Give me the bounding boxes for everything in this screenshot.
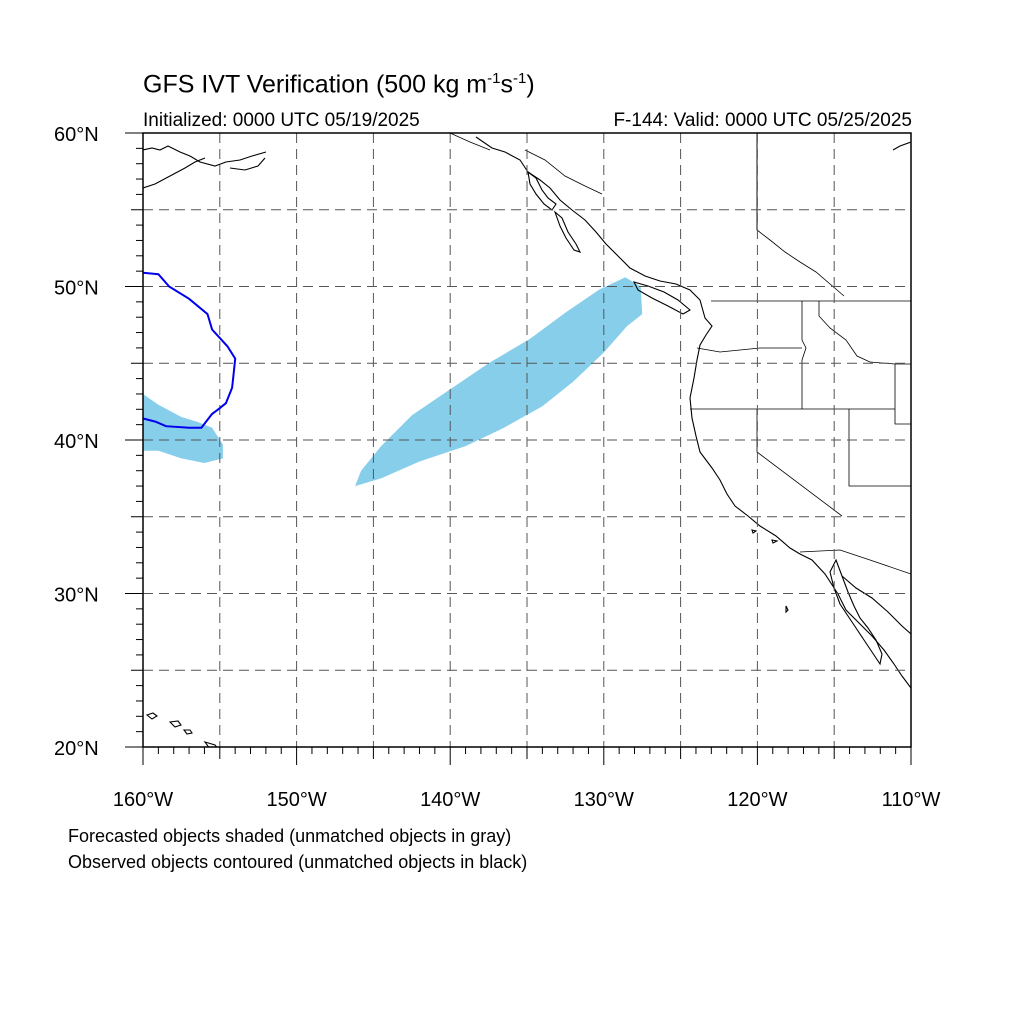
observed-contour-west [143, 271, 237, 429]
state-borders [690, 133, 911, 575]
lat-tick-label: 60°N [54, 124, 99, 146]
lon-tick-label: 150°W [266, 789, 326, 811]
forecast-object-west-pacific [143, 394, 223, 463]
haida-gwaii [553, 210, 582, 253]
valid-time: F-144: Valid: 0000 UTC 05/25/2025 [613, 110, 912, 131]
lon-tick-label: 130°W [574, 789, 634, 811]
lon-tick-label: 140°W [420, 789, 480, 811]
forecast-object-east-pacific [355, 277, 643, 487]
baja-california [829, 558, 883, 666]
legend-forecast-note: Forecasted objects shaded (unmatched obj… [68, 826, 512, 846]
legend-observed-note: Observed objects contoured (unmatched ob… [68, 852, 528, 872]
lon-tick-label: 110°W [882, 789, 941, 811]
initialized-time: Initialized: 0000 UTC 05/19/2025 [143, 110, 420, 131]
lon-tick-label: 120°W [727, 789, 787, 811]
lat-tick-label: 30°N [54, 585, 99, 607]
alexander-archipelago [527, 170, 557, 211]
coastline-alaska [143, 145, 267, 167]
chart-title: GFS IVT Verification (500 kg m-1s-1) [143, 70, 535, 99]
lat-tick-label: 20°N [54, 738, 99, 760]
lon-tick-label: 160°W [113, 789, 173, 811]
lat-tick-label: 50°N [54, 278, 99, 300]
coastline-north-america [475, 136, 911, 689]
lat-tick-label: 40°N [54, 431, 99, 453]
vancouver-island [632, 281, 691, 315]
hawaiian-islands [145, 712, 218, 747]
